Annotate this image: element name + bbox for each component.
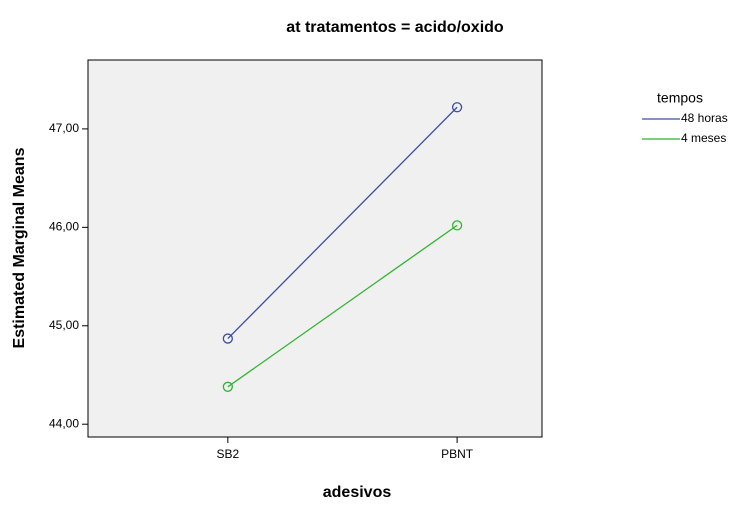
point: [451, 102, 463, 113]
legend-label: 48 horas: [681, 111, 728, 125]
x-tick-label: PBNT: [441, 447, 474, 461]
point: [222, 381, 233, 392]
y-axis-title: Estimated Marginal Means: [11, 147, 28, 348]
y-tick-label: 46,00: [49, 220, 79, 234]
point: [222, 333, 233, 344]
series-line: [227, 106, 458, 340]
y-tick-label: 45,00: [49, 318, 79, 332]
legend-label: 4 meses: [681, 131, 726, 145]
y-tick-label: 47,00: [49, 121, 79, 135]
y-tick-label: 44,00: [49, 416, 79, 430]
legend-title: tempos: [657, 90, 703, 106]
x-axis-title: adesivos: [323, 484, 392, 501]
chart-title: at tratamentos = acido/oxido: [286, 19, 504, 36]
series-line: [227, 224, 458, 388]
point: [451, 220, 463, 231]
x-tick-label: SB2: [216, 447, 239, 461]
plot-area: [87, 59, 543, 438]
